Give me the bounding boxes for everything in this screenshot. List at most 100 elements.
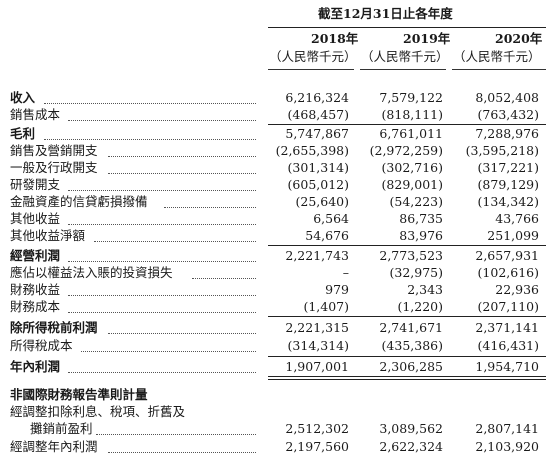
leader-dots	[68, 224, 256, 225]
profit-for-year-2018: 1,907,001	[285, 359, 349, 374]
leader-dots	[108, 333, 256, 334]
gross-profit-2019: 6,761,011	[379, 126, 443, 141]
finance-costs-2019: (1,220)	[397, 299, 443, 314]
subtotal-rule	[268, 356, 546, 357]
leader-dots	[108, 156, 256, 157]
operating-profit-2018: 2,221,743	[285, 248, 349, 263]
row-label-profit-for-year: 年內利潤	[10, 359, 61, 374]
other-gains-net-2020: 251,099	[487, 228, 539, 243]
income-tax-2020: (416,431)	[477, 338, 539, 353]
leader-dots	[94, 241, 256, 242]
adjusted-ebitda-2020: 2,807,141	[475, 421, 539, 436]
revenue-2020: 8,052,408	[475, 90, 539, 105]
other-income-2018: 6,564	[313, 211, 349, 226]
unit-underline-2018	[268, 69, 354, 70]
leader-dots	[68, 295, 256, 296]
row-label-other-gains-net: 其他收益淨額	[10, 228, 86, 243]
revenue-2018: 6,216,324	[285, 90, 349, 105]
admin-expenses-2019: (302,716)	[381, 160, 443, 175]
cost-of-sales-2018: (468,457)	[287, 107, 349, 122]
leader-dots	[68, 120, 256, 121]
row-label-admin-expenses: 一般及行政開支	[10, 160, 98, 175]
leader-dots	[96, 434, 256, 435]
leader-dots	[68, 261, 256, 262]
unit-2020: （人民幣千元）	[453, 49, 541, 64]
credit-loss-2018: (25,640)	[295, 194, 350, 209]
row-label-gross-profit: 毛利	[10, 126, 36, 141]
leader-dots	[68, 190, 256, 191]
unit-2018: （人民幣千元）	[269, 49, 357, 64]
leader-dots	[68, 372, 256, 373]
income-tax-2019: (435,386)	[381, 338, 443, 353]
other-income-2019: 86,735	[399, 211, 443, 226]
adjusted-profit-2018: 2,197,560	[285, 439, 349, 454]
selling-marketing-2020: (3,595,218)	[465, 143, 539, 158]
gross-profit-2020: 7,288,976	[475, 126, 539, 141]
leader-dots	[192, 278, 256, 279]
rnd-2020: (879,129)	[477, 177, 539, 192]
unit-underline-2020	[452, 69, 546, 70]
equity-method-loss-2019: (32,975)	[389, 265, 444, 280]
profit-for-year-2019: 2,306,285	[379, 359, 443, 374]
row-label-credit-loss: 金融資產的信貸虧損撥備	[10, 194, 148, 209]
leader-dots	[44, 139, 256, 140]
other-income-2020: 43,766	[495, 211, 539, 226]
row-label-selling-marketing: 銷售及營銷開支	[10, 143, 98, 158]
finance-costs-2020: (207,110)	[477, 299, 539, 314]
leader-dots	[108, 452, 256, 453]
adjusted-ebitda-2019: 3,089,562	[379, 421, 443, 436]
subtotal-rule	[268, 316, 546, 317]
subtotal-rule	[268, 124, 546, 125]
finance-income-2020: 22,936	[495, 282, 539, 297]
year-2018-header: 2018年	[311, 31, 359, 46]
finance-income-2018: 979	[325, 282, 349, 297]
row-label-revenue: 收入	[10, 90, 36, 105]
adjusted-profit-2019: 2,622,324	[379, 439, 443, 454]
revenue-2019: 7,579,122	[379, 90, 443, 105]
adjusted-profit-2020: 2,103,920	[475, 439, 539, 454]
profit-before-tax-2018: 2,221,315	[285, 320, 349, 335]
rnd-2019: (829,001)	[381, 177, 443, 192]
income-tax-2018: (314,314)	[287, 338, 349, 353]
operating-profit-2020: 2,657,931	[475, 248, 539, 263]
row-label-equity-method-loss: 應佔以權益法入賬的投資損失	[10, 265, 173, 280]
leader-dots	[68, 312, 256, 313]
other-gains-net-2019: 83,976	[399, 228, 443, 243]
row-label-finance-income: 財務收益	[10, 282, 61, 297]
row-label-cost-of-sales: 銷售成本	[10, 107, 61, 122]
operating-profit-2019: 2,773,523	[379, 248, 443, 263]
row-label-finance-costs: 財務成本	[10, 299, 61, 314]
profit-before-tax-2019: 2,741,671	[379, 320, 443, 335]
cost-of-sales-2020: (763,432)	[477, 107, 539, 122]
period-title-rule	[268, 27, 546, 28]
row-label-adjusted-profit: 經調整年內利潤	[10, 439, 98, 454]
subtotal-rule	[268, 245, 546, 246]
admin-expenses-2018: (301,314)	[287, 160, 349, 175]
adjusted-ebitda-2018: 2,512,302	[285, 421, 349, 436]
row-label-rnd: 研發開支	[10, 177, 61, 192]
profit-before-tax-2020: 2,371,141	[475, 320, 539, 335]
row-label-profit-before-tax: 除所得稅前利潤	[10, 320, 98, 335]
non-ifrs-section-title: 非國際財務報告準則計量	[10, 387, 148, 402]
year-2020-header: 2020年	[495, 31, 543, 46]
period-title: 截至12月31日止各年度	[318, 6, 453, 21]
selling-marketing-2018: (2,655,398)	[275, 143, 349, 158]
unit-2019: （人民幣千元）	[361, 49, 449, 64]
row-label-income-tax: 所得稅成本	[10, 338, 73, 353]
gross-profit-2018: 5,747,867	[285, 126, 349, 141]
equity-method-loss-2018: –	[342, 265, 349, 280]
equity-method-loss-2020: (102,616)	[477, 265, 539, 280]
leader-dots	[44, 103, 256, 104]
admin-expenses-2020: (317,221)	[477, 160, 539, 175]
finance-income-2019: 2,343	[407, 282, 443, 297]
finance-costs-2018: (1,407)	[303, 299, 349, 314]
year-2019-header: 2019年	[403, 31, 451, 46]
profit-for-year-2020: 1,954,710	[475, 359, 539, 374]
unit-underline-2019	[360, 69, 446, 70]
credit-loss-2019: (54,223)	[389, 194, 444, 209]
credit-loss-2020: (134,342)	[477, 194, 539, 209]
selling-marketing-2019: (2,972,259)	[369, 143, 443, 158]
row-label-adjusted-ebitda-line1: 經調整扣除利息、稅項、折舊及	[10, 404, 186, 419]
row-label-adjusted-ebitda-line2: 攤銷前盈利	[30, 421, 93, 436]
